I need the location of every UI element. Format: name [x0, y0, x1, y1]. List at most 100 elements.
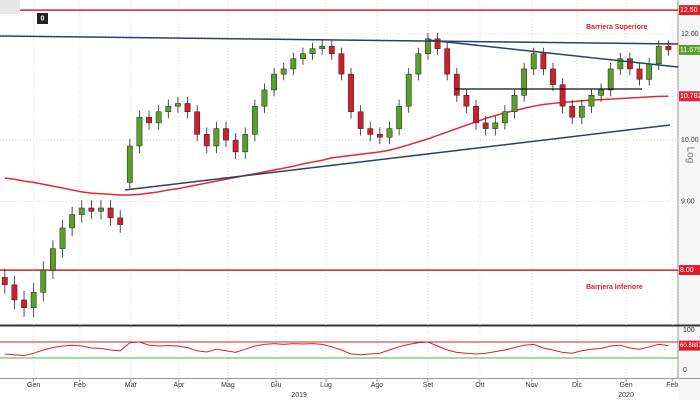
trendline — [427, 39, 679, 68]
candle-body — [126, 145, 133, 183]
legend-badge: 0 — [41, 15, 45, 22]
x-tick-label: Ago — [371, 382, 384, 389]
candle-body — [665, 45, 672, 51]
candle-body — [540, 53, 547, 70]
rsi-tick-label: 0 — [683, 367, 687, 374]
trendline — [0, 35, 679, 45]
candle-body — [434, 38, 441, 49]
candle-body — [598, 89, 604, 96]
level-label-box — [679, 265, 700, 276]
candle-body — [300, 53, 306, 59]
candle-body — [646, 63, 653, 80]
year-label: 2019 — [291, 392, 307, 399]
price-label: 11.675 — [680, 47, 700, 54]
rsi-line — [4, 341, 669, 357]
candle-body — [444, 48, 451, 75]
candle-body — [88, 207, 95, 212]
candle-body — [636, 68, 643, 80]
scale-label: Log — [684, 147, 695, 164]
x-tick-label: Mar — [125, 382, 138, 389]
candle-body — [223, 128, 229, 141]
candle-body — [184, 103, 191, 112]
ma-label: 10.782 — [680, 93, 700, 100]
candle-body — [155, 111, 162, 124]
candle-body — [1, 277, 8, 286]
candle-body — [165, 105, 172, 112]
year-label: 2020 — [618, 392, 634, 399]
candle-body — [627, 58, 633, 70]
rsi-label: 60.8887 — [680, 343, 700, 349]
y-tick-label: 9.00 — [681, 198, 695, 205]
level-label-box — [679, 5, 700, 16]
candle-body — [530, 53, 537, 70]
ma-label-box — [679, 91, 700, 102]
candle-body — [21, 299, 27, 308]
candle-body — [338, 53, 345, 75]
candle-body — [213, 128, 220, 147]
candle-body — [415, 53, 422, 75]
candle-body — [578, 105, 585, 118]
level-annotation: Barriera Inferiore — [586, 284, 643, 291]
candle-body — [242, 134, 249, 153]
candle-body — [482, 122, 489, 129]
candle-body — [40, 269, 47, 293]
candle-body — [194, 111, 201, 135]
y-tick-label: 12.00 — [681, 31, 699, 38]
candle-body — [136, 117, 143, 147]
candle-body — [98, 207, 104, 212]
y-tick-label: 10.00 — [681, 137, 699, 144]
candle-body — [367, 128, 374, 135]
rsi-label-box — [679, 340, 700, 351]
candle-body — [11, 284, 18, 301]
candle-body — [607, 68, 614, 91]
trendline — [124, 124, 671, 191]
candle-body — [30, 292, 37, 308]
candle-body — [588, 95, 595, 107]
candle-body — [271, 73, 277, 91]
candle-body — [251, 105, 258, 135]
candle-body — [559, 84, 566, 107]
x-tick-label: Set — [423, 382, 434, 389]
candle-body — [617, 58, 624, 70]
candle-body — [107, 207, 114, 219]
candle-body — [232, 139, 239, 153]
x-tick-label: Mag — [221, 382, 235, 389]
candle-body — [348, 73, 354, 112]
x-tick-label: Gen — [27, 382, 40, 389]
candle-body — [309, 48, 316, 54]
candle-body — [146, 117, 152, 124]
candle-body — [357, 111, 364, 129]
candle-body — [405, 73, 412, 107]
candle-body — [117, 217, 124, 225]
candle-body — [655, 45, 662, 65]
candle-body — [453, 73, 460, 96]
candle-body — [492, 122, 499, 129]
x-tick-label: Gen — [619, 382, 632, 389]
x-tick-label: Feb — [666, 382, 678, 389]
candle-body — [569, 105, 576, 118]
candle-body — [386, 128, 393, 138]
candle-body — [463, 95, 470, 107]
candle-body — [521, 68, 528, 96]
x-tick-label: Ott — [475, 382, 484, 389]
candle-body — [203, 134, 210, 147]
candle-body — [511, 95, 518, 112]
price-label-box — [679, 44, 700, 55]
legend-badge-box — [37, 13, 48, 24]
candle-body — [396, 105, 403, 129]
moving-average — [4, 95, 669, 196]
x-tick-label: Apr — [173, 382, 185, 389]
candle-body — [261, 89, 268, 107]
x-tick-label: Feb — [74, 382, 86, 389]
level-label: 8.00 — [680, 267, 694, 274]
candle-body — [78, 207, 85, 215]
candle-body — [59, 227, 66, 249]
candle-body — [328, 45, 335, 54]
candle-body — [550, 68, 556, 85]
level-label: 12.50 — [680, 7, 698, 14]
candle-body — [425, 38, 431, 54]
level-annotation: Barriera Superiore — [586, 24, 648, 31]
candle-body — [69, 214, 76, 229]
